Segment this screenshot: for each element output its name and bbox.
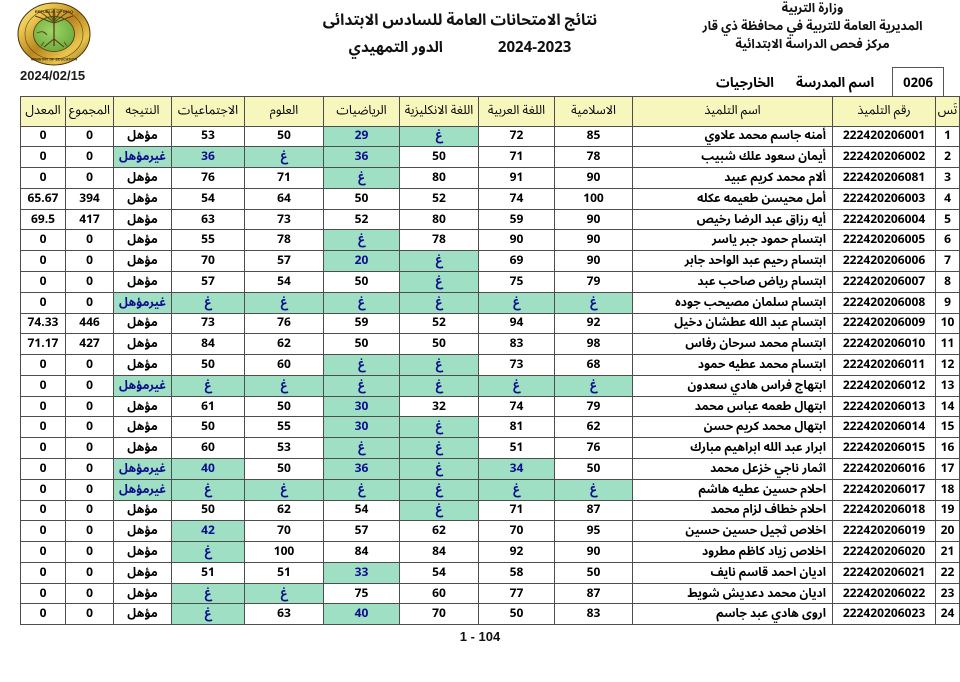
svg-text:MINISTRY OF EDUCATION: MINISTRY OF EDUCATION	[31, 58, 78, 62]
